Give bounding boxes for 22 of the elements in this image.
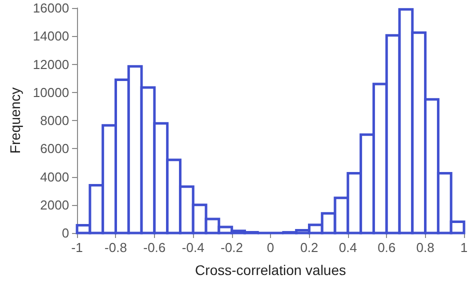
y-tick-label: 10000 <box>32 84 70 100</box>
x-tick-label: 0.8 <box>416 240 434 255</box>
y-tick-label: 4000 <box>40 169 70 184</box>
x-tick-label: -0.8 <box>104 240 127 255</box>
x-tick-label: -0.4 <box>182 240 204 255</box>
x-tick-label: -0.6 <box>143 240 166 255</box>
x-tick-label: -1 <box>71 240 83 255</box>
y-tick-label: 16000 <box>32 0 70 16</box>
x-tick-label: 0 <box>266 240 274 255</box>
y-tick-label: 14000 <box>32 28 70 44</box>
y-tick-label: 6000 <box>40 141 70 156</box>
x-tick-label: 1 <box>460 240 468 255</box>
y-tick-label: 2000 <box>40 197 70 212</box>
y-axis-title: Frequency <box>7 87 23 154</box>
x-axis-title: Cross-correlation values <box>195 262 346 278</box>
x-tick-label: 0.2 <box>300 240 318 255</box>
x-tick-label: -0.2 <box>220 240 244 255</box>
y-tick-label: 8000 <box>40 113 70 128</box>
y-tick-label: 0 <box>62 226 70 240</box>
x-tick-label: 0.4 <box>338 240 357 255</box>
y-tick-label: 12000 <box>32 56 70 72</box>
x-tick-label: 0.6 <box>378 240 396 255</box>
